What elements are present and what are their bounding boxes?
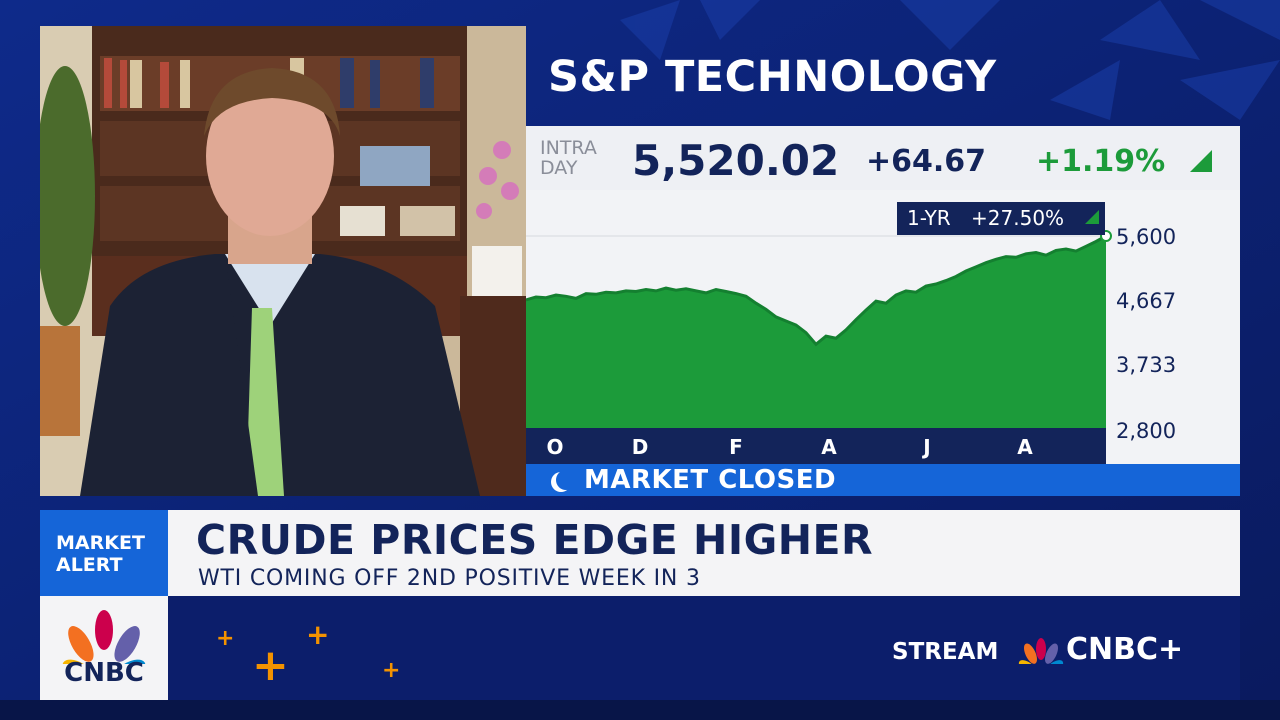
- x-tick-mark: [731, 420, 741, 428]
- x-tick-mark: [922, 420, 932, 428]
- peacock-icon: [62, 610, 146, 664]
- y-tick-label: 5,600: [1116, 225, 1176, 249]
- headline-box: CRUDE PRICES EDGE HIGHER WTI COMING OFF …: [168, 510, 1240, 596]
- x-tick-label: J: [921, 435, 930, 459]
- quote-bar: INTRA DAY 5,520.02 +64.67 +1.19%: [526, 126, 1240, 190]
- moon-icon: [556, 470, 576, 490]
- chart-title: S&P TECHNOLOGY: [548, 52, 997, 102]
- series-area: [526, 236, 1106, 428]
- y-tick-label: 3,733: [1116, 353, 1176, 377]
- subheadline: WTI COMING OFF 2ND POSITIVE WEEK IN 3: [198, 566, 701, 591]
- up-arrow-icon: [1190, 150, 1212, 172]
- up-arrow-icon: [1085, 210, 1099, 224]
- plus-decoration: +: [306, 618, 330, 651]
- bottom-bar: + + + + STREAM CNBC+: [168, 596, 1240, 700]
- plus-decoration: +: [382, 658, 401, 683]
- index-change: +64.67: [866, 144, 987, 179]
- video-feed: [40, 26, 526, 496]
- index-change-percent: +1.19%: [1036, 144, 1166, 179]
- x-tick-mark: [635, 420, 645, 428]
- peacock-icon: [1018, 638, 1064, 664]
- intraday-label-line2: DAY: [540, 157, 578, 179]
- x-tick-mark: [824, 420, 834, 428]
- x-tick-mark: [550, 420, 560, 428]
- x-tick-label: A: [821, 435, 837, 459]
- period-label: 1-YR: [907, 206, 951, 230]
- index-price: 5,520.02: [632, 136, 840, 185]
- headline: CRUDE PRICES EDGE HIGHER: [196, 516, 874, 564]
- logo-text: CNBC: [64, 658, 144, 688]
- x-tick-label: O: [546, 435, 563, 459]
- x-tick-label: A: [1017, 435, 1033, 459]
- stream-label: STREAM: [892, 639, 999, 665]
- period-badge: 1-YR +27.50%: [897, 202, 1105, 235]
- market-status-bar: MARKET CLOSED: [526, 464, 1240, 496]
- x-tick-label: F: [729, 435, 743, 459]
- x-tick-label: D: [632, 435, 649, 459]
- y-tick-label: 2,800: [1116, 419, 1176, 443]
- stream-brand: CNBC+: [1066, 632, 1184, 667]
- series-line: [526, 234, 1107, 347]
- plus-decoration: +: [216, 626, 235, 651]
- intraday-label-line1: INTRA: [540, 137, 597, 159]
- x-axis-strip: [526, 428, 1106, 464]
- chart-area: O D F A J A 5,600 4,667 3,733 2,800 1-YR +27.50%: [526, 190, 1240, 464]
- period-change: +27.50%: [971, 206, 1065, 230]
- market-status-text: MARKET CLOSED: [584, 465, 837, 495]
- intraday-label: INTRA DAY: [540, 138, 597, 178]
- alert-line-2: ALERT: [56, 554, 123, 576]
- alert-line-1: MARKET: [56, 532, 145, 554]
- price-chart: O D F A J A 5,600 4,667 3,733 2,800: [526, 225, 1176, 464]
- plus-decoration: +: [252, 640, 289, 691]
- y-tick-label: 4,667: [1116, 289, 1176, 313]
- market-alert-box: MARKET ALERT: [40, 510, 168, 596]
- x-tick-mark: [1020, 420, 1030, 428]
- cnbc-logo: CNBC: [40, 596, 168, 700]
